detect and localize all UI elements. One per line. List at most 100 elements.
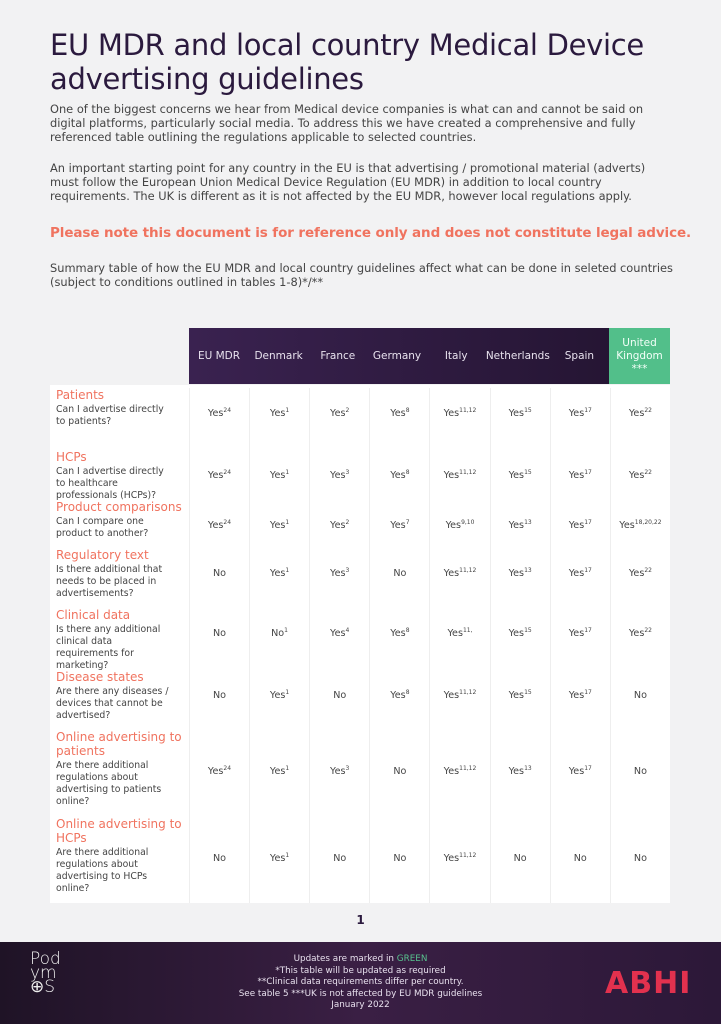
row-label: HCPs Can I advertise directly to healthca…	[50, 450, 189, 501]
cell-value: Yes	[269, 408, 286, 420]
column-header: Denmark	[254, 349, 303, 362]
cell-reference: 1	[285, 567, 290, 574]
cell-value: Yes	[330, 568, 346, 580]
cell-value: Yes	[330, 766, 346, 778]
cell-reference: 15	[524, 689, 532, 696]
cell-value: Yes	[628, 470, 645, 482]
table-cell: Yes2	[309, 500, 369, 548]
table-cell: Yes22	[609, 608, 670, 670]
cell-value: Yes	[443, 408, 460, 420]
cell-value: Yes	[443, 690, 460, 702]
cell-reference: 1	[285, 852, 290, 859]
row-question: Can I advertise directly to healthcare p…	[56, 466, 164, 501]
cell-reference: 22	[644, 469, 652, 476]
cell-reference: 13	[524, 519, 532, 526]
cell-value: No	[212, 568, 227, 580]
cell-reference: 1	[285, 519, 290, 526]
table-cell: Yes15	[489, 608, 550, 670]
table-cell: Yes13	[489, 500, 550, 548]
cell-value: No	[633, 853, 647, 865]
table-cell: Yes1	[249, 670, 309, 730]
cell-value: Yes	[207, 408, 224, 420]
table-row: Disease states Are there any diseases / d…	[50, 670, 670, 730]
row-question: Are there any diseases / devices that ca…	[56, 686, 169, 721]
row-label: Online advertising to patients Are there …	[50, 730, 189, 817]
cell-reference: 24	[223, 469, 232, 476]
cell-reference: 17	[584, 567, 592, 574]
abhi-logo: ABHI	[605, 966, 692, 1001]
table-cell: Yes15	[489, 670, 550, 730]
table-cell: Yes9,10	[429, 500, 489, 548]
table-row: HCPs Can I advertise directly to healthca…	[50, 450, 670, 501]
table-cell: Yes3	[309, 450, 369, 500]
cell-reference: 17	[584, 407, 592, 414]
column-header: EU MDR	[197, 349, 241, 362]
row-title: HCPs	[56, 450, 87, 464]
cell-reference: 11,12	[459, 567, 477, 574]
cell-value: Yes	[508, 408, 525, 420]
row-question: Can I compare one product to another?	[56, 516, 149, 539]
table-cell: Yes22	[609, 388, 670, 450]
cell-value: Yes	[330, 628, 346, 640]
cell-value: Yes	[447, 628, 463, 640]
cell-reference: 3	[345, 765, 350, 772]
table-cell: Yes17	[549, 548, 610, 608]
cell-reference: 11,	[462, 627, 473, 634]
cell-reference: 2	[345, 407, 350, 414]
cell-value: No	[212, 690, 227, 702]
cell-reference: 17	[584, 765, 592, 772]
table-cell: Yes15	[489, 388, 550, 450]
cell-reference: 17	[584, 689, 592, 696]
footer-note: *This table will be updated as required	[275, 965, 446, 976]
cell-reference: 15	[524, 407, 532, 414]
row-title: Disease states	[56, 670, 144, 684]
cell-value: Yes	[568, 470, 585, 482]
column-header: United Kingdom ***	[609, 328, 671, 384]
row-title: Online advertising to HCPs	[56, 817, 182, 845]
cell-value: Yes	[443, 766, 460, 778]
table-cell: No1	[249, 608, 309, 670]
intro-paragraph: One of the biggest concerns we hear from…	[50, 102, 644, 144]
cell-value: Yes	[568, 408, 585, 420]
table-cell: Yes18,20,22	[609, 500, 670, 548]
table-cell: Yes24	[189, 730, 249, 817]
cell-value: Yes	[568, 520, 585, 532]
table-cell: No	[489, 817, 550, 903]
cell-reference: 18,20,22	[634, 519, 662, 526]
summary-table: Patients Can I advertise directly to pati…	[50, 385, 670, 903]
table-cell: Yes1	[249, 817, 309, 903]
page-number: 1	[356, 913, 365, 927]
cell-reference: 1	[285, 689, 290, 696]
row-question: Are there additional regulations about a…	[56, 760, 162, 807]
cell-reference: 11,12	[459, 407, 477, 414]
cell-value: Yes	[443, 568, 460, 580]
cell-value: Yes	[619, 520, 635, 532]
row-question: Can I advertise directly to patients?	[56, 404, 164, 427]
table-cell: Yes24	[189, 388, 249, 450]
table-cell: No	[189, 817, 249, 903]
cell-value: Yes	[269, 690, 286, 702]
cell-value: No	[393, 853, 407, 865]
cell-value: No	[633, 766, 647, 778]
cell-value: Yes	[269, 520, 286, 532]
footer: Pod ym ⊕S Updates are marked in GREEN *Thi…	[0, 942, 721, 1024]
cell-value: Yes	[269, 766, 286, 778]
cell-value: Yes	[390, 520, 406, 532]
row-label: Product comparisons Can I compare one pro…	[50, 500, 189, 548]
cell-reference: 2	[345, 519, 350, 526]
cell-value: No	[333, 690, 347, 702]
cell-value: Yes	[207, 470, 224, 482]
table-cell: Yes1	[249, 450, 309, 500]
cell-reference: 1	[285, 407, 290, 414]
cell-reference: 15	[524, 469, 532, 476]
table-cell: Yes24	[189, 450, 249, 500]
cell-reference: 15	[524, 627, 532, 634]
table-cell: No	[369, 730, 429, 817]
table-cell: Yes11,12	[429, 548, 489, 608]
row-title: Product comparisons	[56, 500, 182, 514]
table-cell: Yes11,12	[429, 730, 489, 817]
row-label: Online advertising to HCPs Are there addi…	[50, 817, 189, 903]
row-title: Clinical data	[56, 608, 131, 622]
cell-value: Yes	[508, 520, 525, 532]
cell-value: Yes	[568, 690, 585, 702]
